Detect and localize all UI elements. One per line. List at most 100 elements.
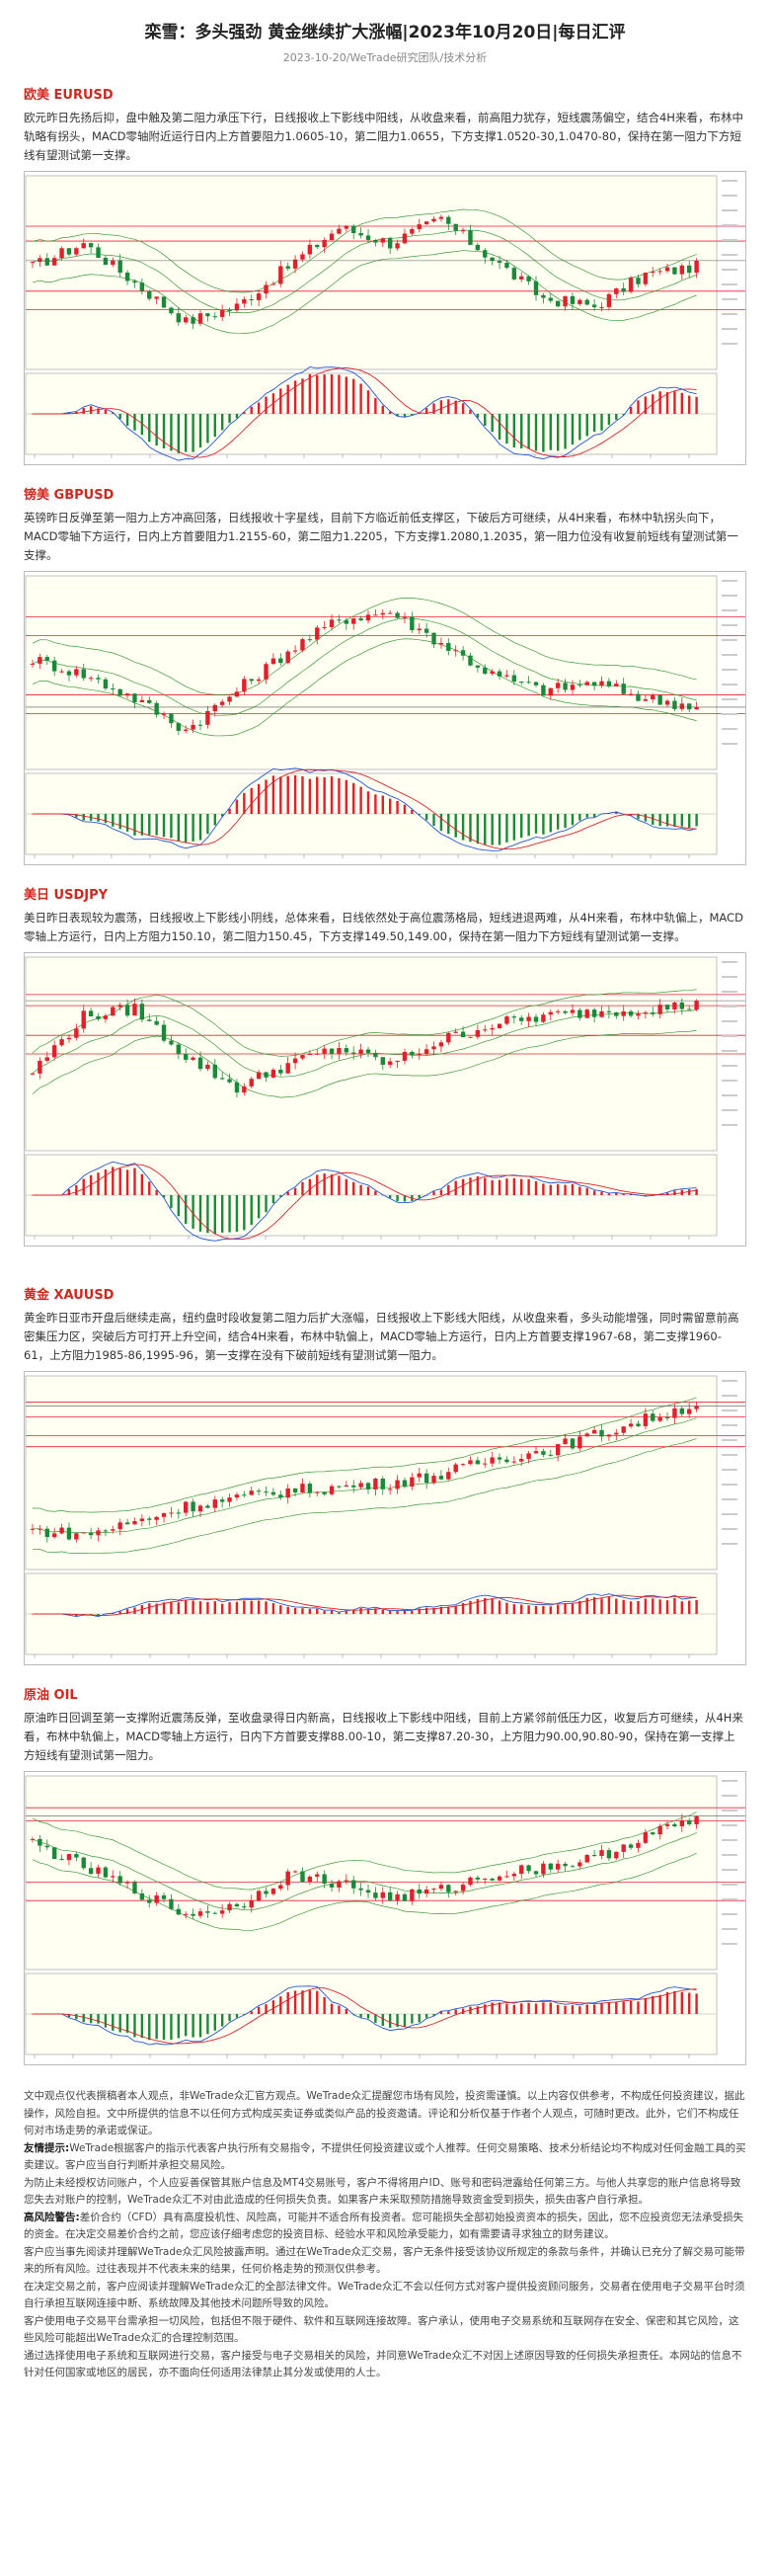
candle-body bbox=[578, 684, 582, 686]
candle-body bbox=[679, 265, 685, 275]
candle-body bbox=[570, 1866, 576, 1868]
macd-bar bbox=[403, 414, 407, 417]
price-scale-mark bbox=[722, 1513, 737, 1515]
candle-body bbox=[694, 260, 699, 274]
section-heading: 欧美 EURUSD bbox=[24, 88, 114, 103]
disclaimer-body: 差价合约（CFD）具有高度投机性、风险高，可能并不适合所有投资者。您可能损失全部… bbox=[24, 2211, 744, 2241]
candle-body bbox=[578, 1862, 582, 1867]
candle-body bbox=[628, 1423, 634, 1427]
macd-bar bbox=[243, 412, 246, 414]
macd-bar bbox=[695, 1599, 698, 1614]
candle-body bbox=[651, 1012, 655, 1014]
macd-bar bbox=[476, 414, 480, 418]
candle-body bbox=[161, 1894, 167, 1899]
macd-bar bbox=[498, 2002, 501, 2014]
section-heading: 原油 OIL bbox=[24, 1688, 78, 1703]
macd-bar bbox=[366, 791, 370, 814]
candle-body bbox=[636, 1423, 641, 1426]
candle-body bbox=[651, 1832, 655, 1835]
price-scale-mark bbox=[722, 1035, 737, 1037]
macd-bar bbox=[505, 814, 508, 843]
macd-bar bbox=[133, 1167, 136, 1195]
candle-body bbox=[672, 1408, 677, 1418]
macd-bar bbox=[293, 1990, 297, 2014]
macd-bar bbox=[622, 1193, 625, 1195]
macd-bar bbox=[228, 1195, 231, 1233]
candle-body bbox=[636, 693, 641, 701]
candle-body bbox=[337, 619, 342, 621]
macd-bar bbox=[330, 1610, 334, 1614]
candle-body bbox=[387, 238, 393, 249]
candle-body bbox=[139, 1518, 145, 1521]
candle-body bbox=[219, 1910, 225, 1914]
macd-bar bbox=[424, 1607, 428, 1614]
macd-bar bbox=[396, 414, 399, 417]
macd-bar bbox=[498, 414, 501, 440]
candle-body bbox=[256, 1072, 262, 1080]
candle-body bbox=[358, 618, 363, 621]
candle-body bbox=[154, 1894, 159, 1903]
macd-bar bbox=[250, 787, 253, 814]
candle-body bbox=[453, 1891, 458, 1892]
candle-body bbox=[278, 1885, 283, 1890]
candle-body bbox=[227, 696, 232, 702]
macd-bar bbox=[112, 814, 115, 827]
candle-body bbox=[111, 260, 116, 266]
price-scale-mark bbox=[722, 1928, 737, 1930]
macd-bar bbox=[67, 1189, 71, 1195]
macd-bar bbox=[505, 414, 508, 444]
macd-bar bbox=[198, 1601, 202, 1614]
macd-bar bbox=[505, 1178, 508, 1195]
candle-body bbox=[132, 1520, 137, 1525]
macd-bar bbox=[185, 1600, 188, 1614]
macd-bar bbox=[688, 814, 691, 829]
candle-body bbox=[606, 1850, 612, 1859]
candle-body bbox=[256, 1891, 262, 1901]
candle-body bbox=[570, 295, 576, 304]
disclaimer-label: 友情提示: bbox=[24, 2141, 70, 2154]
macd-bar bbox=[265, 2004, 268, 2014]
macd-bar bbox=[695, 1188, 698, 1195]
candle-body bbox=[365, 235, 371, 240]
macd-bar bbox=[279, 1195, 282, 1197]
macd-bar bbox=[665, 1991, 669, 2014]
candle-body bbox=[511, 675, 517, 683]
band-line bbox=[32, 989, 697, 1057]
macd-bar bbox=[615, 414, 618, 421]
candle-body bbox=[563, 1863, 568, 1867]
candle-body bbox=[563, 683, 568, 690]
candle-body bbox=[219, 701, 225, 705]
candle-body bbox=[124, 1005, 130, 1016]
candle-body bbox=[147, 1899, 152, 1903]
macd-bar bbox=[512, 414, 516, 448]
macd-bar bbox=[512, 2004, 516, 2014]
candle-body bbox=[234, 1082, 240, 1093]
macd-bar bbox=[118, 1167, 121, 1195]
macd-bar bbox=[476, 1175, 480, 1195]
macd-bar bbox=[206, 1601, 209, 1614]
macd-bar bbox=[665, 1600, 669, 1614]
candle-body bbox=[51, 1847, 57, 1860]
macd-bar bbox=[542, 1183, 545, 1195]
candle-body bbox=[315, 627, 320, 640]
candle-body bbox=[578, 1009, 582, 1018]
macd-bar bbox=[622, 1599, 625, 1614]
candle-body bbox=[599, 1429, 604, 1437]
candle-body bbox=[636, 1842, 641, 1848]
candle-body bbox=[584, 1433, 589, 1437]
candle-body bbox=[687, 1819, 692, 1824]
candle-body bbox=[197, 724, 203, 726]
candle-body bbox=[431, 218, 436, 222]
price-scale-mark bbox=[722, 239, 737, 241]
candle-body bbox=[256, 293, 262, 300]
candle-body bbox=[315, 1053, 320, 1055]
disclaimer-text: 客户使用电子交易平台需承担一切风险，包括但不限于硬件、软件和互联网连接故障。客户… bbox=[24, 2314, 739, 2345]
candle-body bbox=[694, 706, 699, 710]
candle-body bbox=[497, 1876, 502, 1881]
macd-bar bbox=[235, 1195, 239, 1233]
candle-body bbox=[329, 1486, 335, 1494]
candle-body bbox=[599, 1010, 604, 1017]
price-scale-mark bbox=[722, 1424, 737, 1426]
candle-body bbox=[460, 1885, 466, 1892]
price-scale-mark bbox=[722, 713, 737, 715]
